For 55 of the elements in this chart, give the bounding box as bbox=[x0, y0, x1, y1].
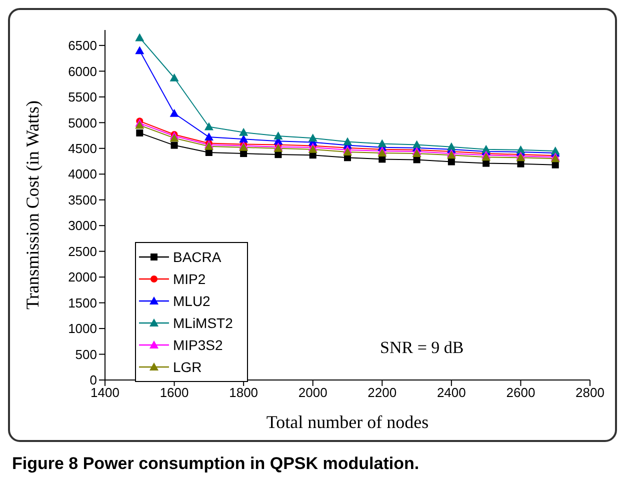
legend-label: BACRA bbox=[173, 248, 222, 267]
x-tick-label: 2800 bbox=[576, 385, 604, 400]
y-tick-label: 1500 bbox=[68, 295, 97, 310]
y-tick-label: 5500 bbox=[68, 90, 97, 105]
legend-label: MIP3S2 bbox=[173, 336, 223, 355]
point bbox=[482, 160, 490, 167]
legend-label: MIP2 bbox=[173, 270, 206, 289]
point bbox=[204, 122, 214, 130]
x-axis-title: Total number of nodes bbox=[266, 412, 429, 432]
point bbox=[378, 148, 387, 157]
point bbox=[170, 142, 178, 149]
y-tick-label: 4500 bbox=[68, 140, 97, 156]
point bbox=[343, 137, 352, 146]
point bbox=[378, 139, 387, 148]
point bbox=[274, 132, 283, 140]
y-tick-label: 6500 bbox=[68, 38, 97, 54]
x-tick-label: 2000 bbox=[298, 385, 328, 400]
point bbox=[448, 158, 455, 166]
point bbox=[135, 46, 144, 54]
point bbox=[239, 128, 248, 136]
point bbox=[204, 132, 214, 141]
y-tick-label: 500 bbox=[75, 346, 97, 362]
point bbox=[550, 146, 560, 154]
y-tick-label: 5000 bbox=[68, 115, 97, 130]
x-tick-label: 1400 bbox=[90, 385, 120, 400]
point bbox=[412, 149, 422, 158]
y-tick-label: 1000 bbox=[68, 321, 97, 336]
y-tick-label: 2500 bbox=[68, 244, 97, 259]
point bbox=[308, 134, 318, 142]
x-tick-label: 1800 bbox=[229, 385, 258, 400]
legend-label: MLU2 bbox=[173, 292, 210, 311]
point bbox=[412, 140, 422, 148]
y-tick-label: 3500 bbox=[68, 192, 97, 208]
point bbox=[170, 108, 179, 117]
point bbox=[239, 134, 248, 143]
y-tick-label: 6000 bbox=[68, 64, 97, 79]
point bbox=[552, 161, 559, 168]
x-tick-label: 2600 bbox=[506, 385, 536, 400]
y-tick-label: 2000 bbox=[68, 270, 97, 285]
point bbox=[446, 142, 456, 150]
x-tick-label: 2400 bbox=[436, 385, 466, 400]
point bbox=[517, 160, 524, 168]
legend-label: LGR bbox=[173, 358, 202, 377]
legend-label: MLiMST2 bbox=[173, 314, 233, 333]
annotation: SNR = 9 dB bbox=[380, 338, 464, 358]
point bbox=[170, 73, 179, 82]
point bbox=[135, 33, 144, 42]
y-tick-label: 4000 bbox=[68, 166, 97, 182]
y-axis-title: Transmission Cost (in Watts) bbox=[22, 100, 42, 310]
x-tick-label: 2200 bbox=[368, 385, 397, 400]
x-tick-label: 1600 bbox=[160, 385, 189, 400]
text: Figure 8 Power consumption in QPSK modulation. bbox=[12, 454, 420, 474]
point bbox=[136, 129, 144, 136]
y-tick-label: 0 bbox=[90, 372, 97, 388]
y-tick-label: 3000 bbox=[68, 218, 97, 234]
